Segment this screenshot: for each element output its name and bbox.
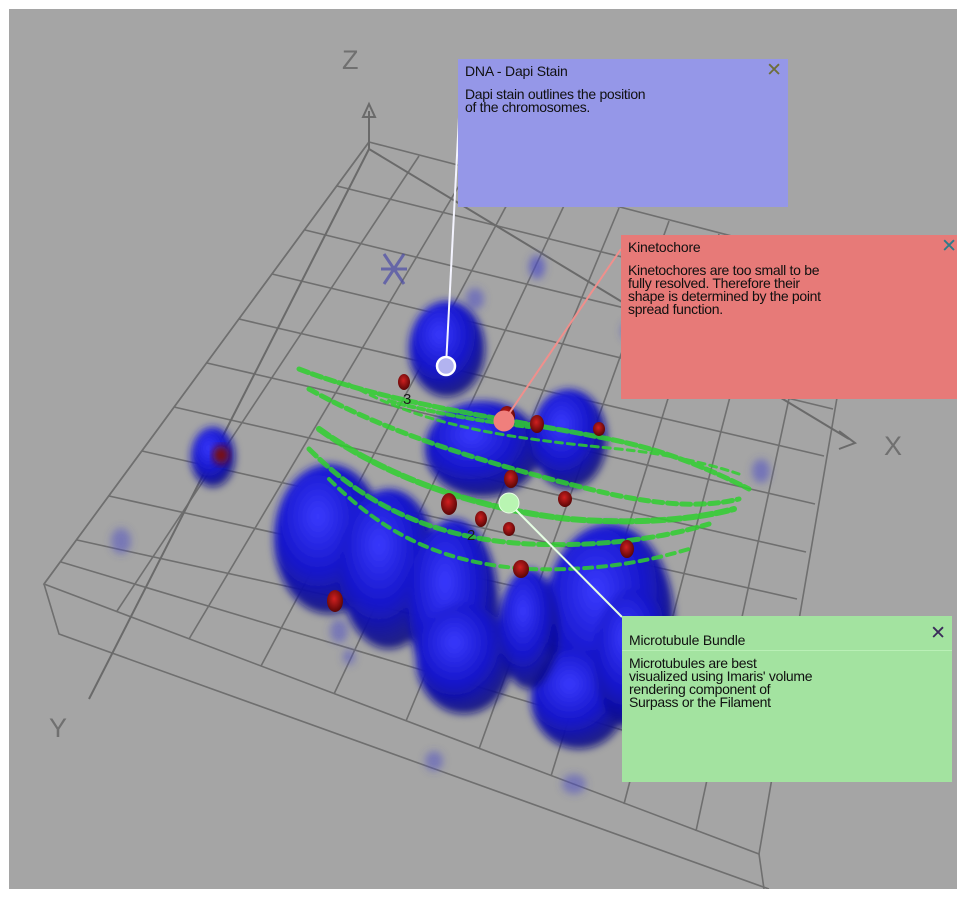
spot-label-3: 3 — [403, 391, 412, 408]
isolated-chromosome — [191, 427, 235, 487]
microtubule-callout-body: Microtubules are best visualized using I… — [629, 655, 813, 710]
dna-callout-title: DNA - Dapi Stain — [465, 63, 568, 79]
dna-anchor-point[interactable] — [435, 355, 457, 377]
x-axis-label: X — [884, 431, 903, 461]
volume-render[interactable] — [9, 9, 957, 889]
microtubule-callout: Microtubule Bundle Microtubules are best… — [622, 616, 952, 782]
close-icon[interactable]: ✕ — [766, 59, 782, 81]
dna-callout-body: Dapi stain outlines the position of the … — [465, 86, 646, 115]
crosshair-marker — [381, 253, 407, 285]
microtubule-callout-title: Microtubule Bundle — [629, 632, 746, 648]
close-icon[interactable]: ✕ — [930, 622, 946, 644]
spot-label-2: 2 — [467, 527, 476, 544]
y-axis-label: Y — [49, 713, 68, 743]
3d-viewport[interactable]: Z X Y 3 2 DNA - Dapi Stain Dapi stain ou… — [9, 9, 957, 889]
callout-title-bar — [622, 616, 952, 651]
close-icon[interactable]: ✕ — [941, 235, 957, 257]
chromosome-cluster — [274, 301, 674, 749]
kinetochore-callout-body: Kinetochores are too small to be fully r… — [628, 262, 821, 317]
dna-callout: DNA - Dapi Stain Dapi stain outlines the… — [458, 59, 788, 207]
kinetochore-callout-title: Kinetochore — [628, 239, 701, 255]
kinetochore-spots — [327, 374, 634, 612]
microtubule-anchor-point[interactable] — [498, 492, 520, 514]
kinetochore-anchor-point[interactable] — [493, 410, 515, 432]
kinetochore-callout: Kinetochore Kinetochores are too small t… — [621, 235, 957, 399]
z-axis-label: Z — [342, 45, 359, 75]
